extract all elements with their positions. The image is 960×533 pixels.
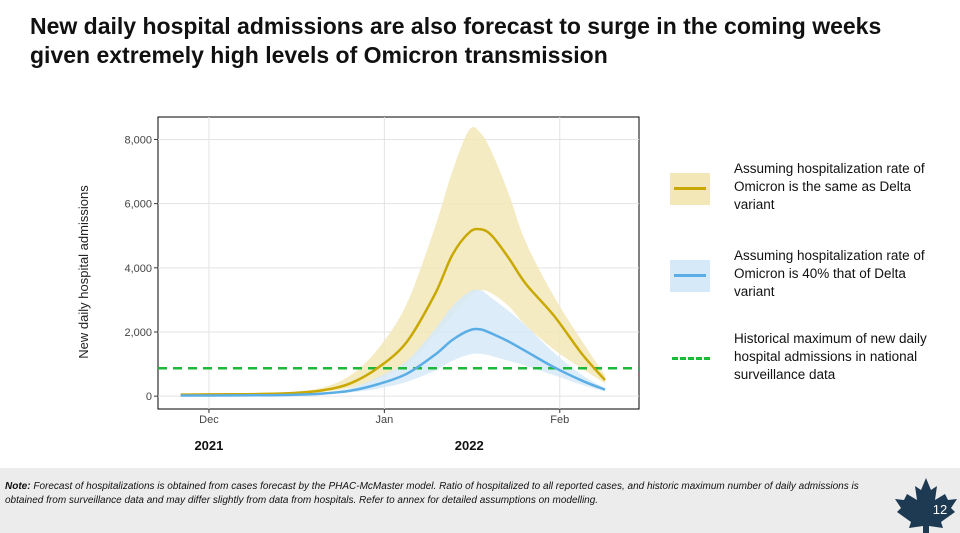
- y-tick-label: 8,000: [124, 134, 152, 146]
- x-tick-label: Feb: [550, 414, 569, 426]
- year-label: 2021: [194, 438, 223, 453]
- note-text: Forecast of hospitalizations is obtained…: [5, 481, 859, 506]
- y-axis-title: New daily hospital admissions: [76, 185, 91, 359]
- footnote: Note: Forecast of hospitalizations is ob…: [5, 480, 885, 508]
- legend-label-histmax: Historical maximum of new daily hospital…: [734, 331, 927, 382]
- year-label: 2022: [455, 438, 484, 453]
- x-tick-label: Dec: [199, 414, 219, 426]
- y-tick-label: 2,000: [124, 327, 152, 339]
- band-omicron40: [180, 289, 605, 396]
- legend-swatch-omicron40: [670, 260, 710, 292]
- legend: Assuming hospitalization rate of Omicron…: [668, 160, 943, 382]
- y-tick-label: 6,000: [124, 199, 152, 211]
- page-number: 12: [932, 502, 948, 517]
- legend-label-omicron40: Assuming hospitalization rate of Omicron…: [734, 248, 925, 299]
- legend-item-histmax: Historical maximum of new daily hospital…: [668, 330, 943, 390]
- band-delta: [180, 126, 605, 395]
- y-tick-label: 0: [146, 391, 152, 403]
- legend-item-omicron40: Assuming hospitalization rate of Omicron…: [668, 247, 943, 307]
- legend-swatch-histmax: [670, 343, 710, 375]
- legend-label-delta: Assuming hospitalization rate of Omicron…: [734, 161, 925, 212]
- note-label: Note:: [5, 481, 31, 492]
- chart: New daily hospital admissions 0 2,000 4,00…: [76, 116, 640, 453]
- y-axis-title-group: New daily hospital admissions: [76, 185, 91, 359]
- series-line-omicron40: [180, 327, 606, 397]
- footer: Note: Forecast of hospitalizations is ob…: [0, 468, 960, 533]
- y-tick-label: 4,000: [124, 263, 152, 275]
- slide-title: New daily hospital admissions are also f…: [30, 13, 882, 68]
- series-line-delta: [180, 227, 606, 396]
- maple-leaf-icon: [895, 478, 957, 533]
- band-layer: [180, 126, 605, 396]
- x-tick-label: Jan: [375, 414, 393, 426]
- legend-item-delta: Assuming hospitalization rate of Omicron…: [668, 160, 943, 220]
- line-layer: [180, 227, 606, 397]
- legend-swatch-delta: [670, 173, 710, 205]
- axis-layer: 0 2,000 4,000 6,000 8,000 Dec Jan Feb 2021 2022: [124, 134, 569, 453]
